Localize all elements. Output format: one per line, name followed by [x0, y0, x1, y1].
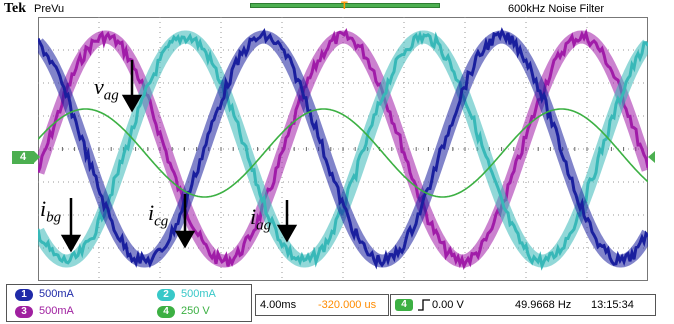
label-vag: vag	[94, 74, 119, 104]
trigger-panel[interactable]: 4 0.00 V 49.9668 Hz 13:15:34	[390, 294, 656, 316]
trigger-level: 0.00 V	[432, 299, 464, 311]
channel-3-badge[interactable]: 3	[15, 306, 33, 318]
noise-filter-status: 600kHz Noise Filter	[508, 3, 604, 15]
channel-4-badge[interactable]: 4	[157, 306, 175, 318]
channel-2-badge[interactable]: 2	[157, 289, 175, 301]
acquisition-mode: PreVu	[34, 3, 65, 15]
channel-1-scale: 500mA	[39, 288, 74, 300]
brand-logo: Tek	[4, 1, 27, 16]
label-ibg: ibg	[40, 196, 62, 226]
trigger-position-icon[interactable]: T	[341, 0, 348, 12]
channel-1-badge[interactable]: 1	[15, 289, 33, 301]
rising-edge-icon	[418, 298, 430, 317]
channel-3-scale: 500mA	[39, 305, 74, 317]
trigger-channel-badge: 4	[395, 299, 413, 311]
status-bar: 1 500mA 2 500mA 3 500mA 4 250 V 4.00ms -…	[0, 284, 674, 324]
clock-readout: 13:15:34	[591, 299, 634, 311]
waveform-display	[38, 17, 648, 281]
channel-4-scale: 250 V	[181, 305, 210, 317]
channel-2-scale: 500mA	[181, 288, 216, 300]
channel-4-ground-marker[interactable]: 4	[12, 151, 40, 164]
label-icg: icg	[148, 200, 169, 230]
label-iag: iag	[250, 204, 272, 234]
frequency-readout: 49.9668 Hz	[515, 299, 572, 311]
channel-scale-panel[interactable]: 1 500mA 2 500mA 3 500mA 4 250 V	[6, 284, 252, 322]
record-length-bar[interactable]	[250, 3, 440, 8]
delay-value: -320.000 us	[318, 299, 377, 311]
timebase-value: 4.00ms	[260, 299, 297, 311]
phase-a-current-trace	[38, 27, 648, 270]
horizontal-panel[interactable]: 4.00ms -320.000 us	[255, 294, 389, 316]
channel-4-right-marker	[648, 151, 655, 163]
phase-c-current-trace	[38, 27, 648, 270]
voltage-trace	[38, 108, 648, 198]
scope-header: Tek PreVu T 600kHz Noise Filter	[0, 0, 674, 16]
